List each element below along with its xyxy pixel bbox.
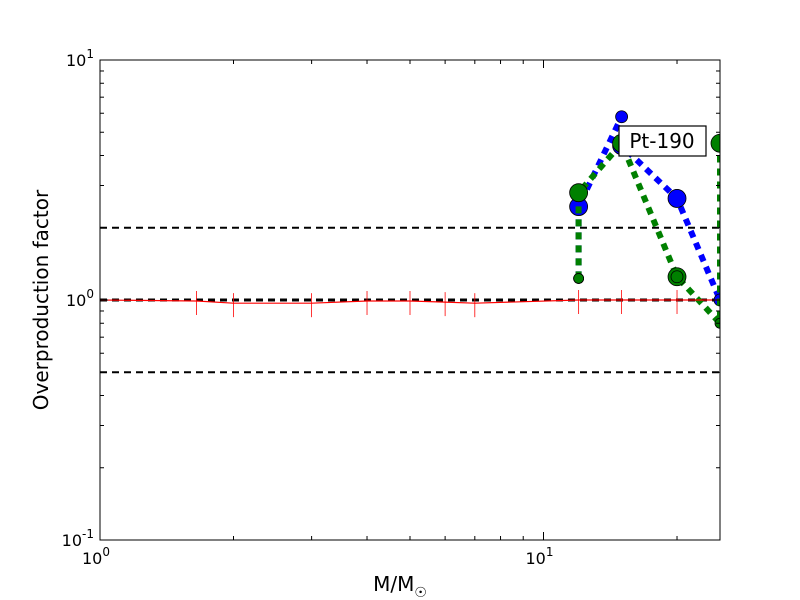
- x-axis-label-subscript: ☉: [414, 585, 427, 600]
- data-point: [573, 273, 585, 284]
- series-line-1: [575, 137, 720, 328]
- x-axis-label: M/M☉: [373, 572, 427, 600]
- x-tick-label: 100: [82, 545, 110, 568]
- annotation-box: Pt-190: [618, 125, 707, 157]
- plot-frame: [99, 59, 721, 541]
- y-tick-label: 100: [66, 287, 94, 310]
- y-tick-label: 10-1: [62, 527, 94, 550]
- x-axis-label-main: M/M: [373, 572, 414, 596]
- y-axis-label: Overproduction factor: [29, 189, 53, 410]
- data-point: [670, 270, 684, 284]
- y-tick-label: 101: [66, 47, 94, 70]
- x-tick-label: 101: [526, 545, 554, 568]
- annotation-label: Pt-190: [629, 129, 694, 153]
- data-point: [710, 133, 720, 153]
- data-point: [569, 183, 589, 203]
- data-point: [667, 189, 687, 208]
- series-line-2: [100, 299, 720, 304]
- data-point: [615, 110, 629, 124]
